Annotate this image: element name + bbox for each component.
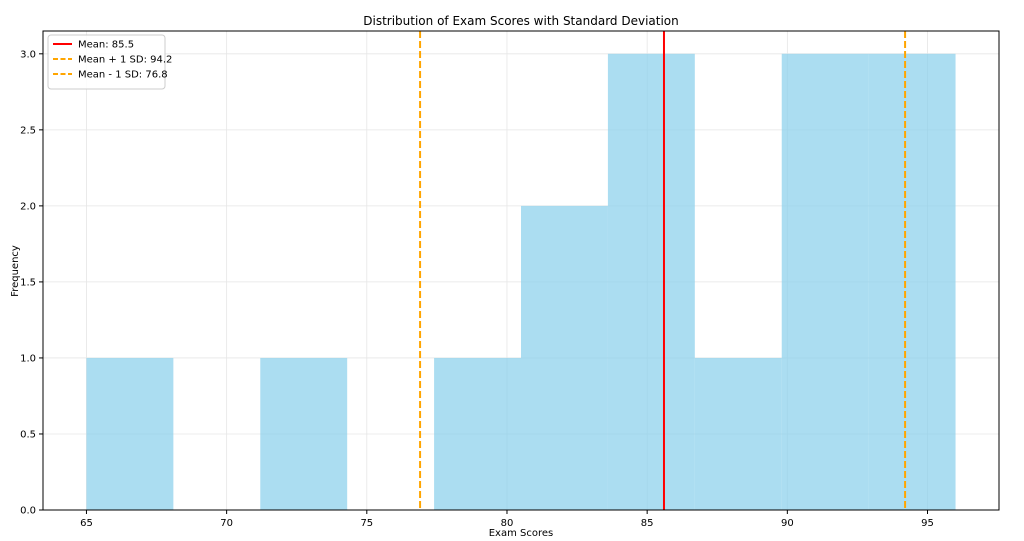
y-tick-label: 3.0 — [20, 49, 36, 60]
y-tick-label: 2.5 — [20, 125, 36, 136]
x-tick-label: 95 — [921, 518, 934, 529]
x-tick-label: 70 — [220, 518, 233, 529]
histogram-bar — [260, 357, 348, 510]
y-tick-label: 1.0 — [20, 353, 36, 364]
x-tick-label: 65 — [80, 518, 93, 529]
histogram-bar — [434, 357, 521, 510]
histogram-bar — [521, 205, 608, 510]
y-tick-label: 0.5 — [20, 429, 36, 440]
plot-frame — [42, 30, 1000, 511]
y-tick-label: 1.5 — [20, 277, 36, 288]
legend: Mean: 85.5 Mean + 1 SD: 94.2 Mean - 1 SD: … — [47, 34, 172, 90]
legend-entry: Mean - 1 SD: 76.8 — [78, 70, 168, 81]
y-axis-label: Frequency — [10, 245, 21, 297]
x-axis-ticks: 65 70 75 80 85 90 95 — [80, 510, 934, 529]
y-tick-label: 0.0 — [20, 506, 36, 517]
x-tick-label: 80 — [501, 518, 514, 529]
histogram-bar — [86, 357, 174, 510]
legend-box — [47, 34, 166, 90]
y-tick-label: 2.0 — [20, 201, 36, 212]
reference-lines — [419, 31, 907, 510]
legend-entry: Mean: 85.5 — [78, 40, 134, 51]
histogram-bar — [694, 357, 782, 510]
x-tick-label: 90 — [781, 518, 794, 529]
legend-entry: Mean + 1 SD: 94.2 — [78, 55, 172, 66]
histogram-bars — [86, 53, 956, 511]
x-tick-label: 75 — [360, 518, 373, 529]
histogram-bar — [781, 53, 869, 511]
chart-title: Distribution of Exam Scores with Standar… — [363, 14, 679, 28]
x-axis-label: Exam Scores — [489, 528, 554, 539]
y-axis-ticks: 0.0 0.5 1.0 1.5 2.0 2.5 3.0 — [20, 49, 43, 517]
histogram-bar — [868, 53, 956, 511]
x-tick-label: 85 — [641, 518, 654, 529]
histogram-bar — [607, 53, 695, 511]
